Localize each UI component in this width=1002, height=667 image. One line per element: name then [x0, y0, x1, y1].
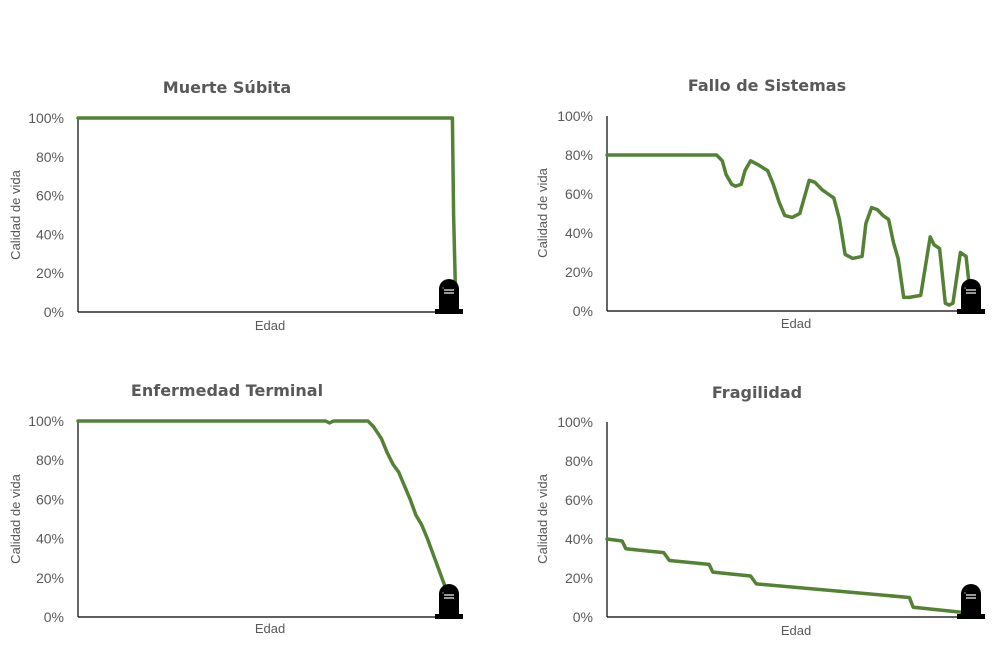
x-axis-label: Edad — [255, 621, 285, 636]
y-tick-label: 60% — [565, 186, 593, 202]
y-axis-label: Calidad de vida — [535, 167, 550, 257]
y-tick-label: 0% — [44, 304, 64, 320]
chart-panel-4: Fragilidad 0% 20% 40% 60% 80% 100% Calidad de v… — [535, 383, 985, 638]
series-line — [605, 153, 978, 307]
chart-panel-3: Enfermedad Terminal 0% 20% 40% 60% 80% 100% Cal… — [8, 381, 463, 636]
chart-title: Muerte Súbita — [163, 78, 291, 97]
y-tick-label: 80% — [36, 149, 64, 165]
chart-title: Fragilidad — [712, 383, 802, 402]
y-tick-label: 80% — [36, 452, 64, 468]
y-tick-label: 80% — [565, 453, 593, 469]
y-tick-label: 80% — [565, 147, 593, 163]
y-tick-label: 0% — [573, 303, 593, 319]
y-tick-label: 60% — [36, 188, 64, 204]
tombstone-icon — [957, 279, 985, 314]
y-tick-label: 40% — [36, 226, 64, 242]
x-axis-label: Edad — [255, 318, 285, 333]
y-tick-label: 20% — [36, 570, 64, 586]
y-tick-label: 100% — [557, 414, 593, 430]
y-tick-label: 40% — [565, 531, 593, 547]
series-line — [605, 537, 978, 617]
tombstone-icon — [435, 584, 463, 619]
chart-title: Fallo de Sistemas — [688, 76, 846, 95]
series-line — [76, 116, 458, 295]
y-tick-label: 20% — [565, 570, 593, 586]
y-tick-label: 60% — [36, 491, 64, 507]
chart-title: Enfermedad Terminal — [131, 381, 323, 400]
y-axis-label: Calidad de vida — [8, 473, 23, 563]
series-line — [76, 419, 455, 604]
y-tick-label: 100% — [28, 413, 64, 429]
y-tick-label: 60% — [565, 492, 593, 508]
y-axis-label: Calidad de vida — [535, 473, 550, 563]
y-tick-label: 0% — [44, 609, 64, 625]
y-tick-label: 40% — [36, 531, 64, 547]
tombstone-icon — [435, 279, 463, 314]
y-axis-label: Calidad de vida — [8, 169, 23, 259]
x-axis-label: Edad — [781, 623, 811, 638]
tombstone-icon — [957, 584, 985, 619]
y-tick-label: 100% — [28, 110, 64, 126]
y-tick-label: 0% — [573, 609, 593, 625]
chart-panel-2: Fallo de Sistemas 0% 20% 40% 60% 80% 100% Calid… — [535, 76, 985, 331]
y-tick-label: 40% — [565, 225, 593, 241]
y-tick-label: 100% — [557, 108, 593, 124]
chart-panel-1: Muerte Súbita 0% 20% 40% 60% 80% 100% Calidad d… — [8, 78, 463, 333]
y-tick-label: 20% — [36, 265, 64, 281]
x-axis-label: Edad — [781, 316, 811, 331]
y-tick-label: 20% — [565, 264, 593, 280]
